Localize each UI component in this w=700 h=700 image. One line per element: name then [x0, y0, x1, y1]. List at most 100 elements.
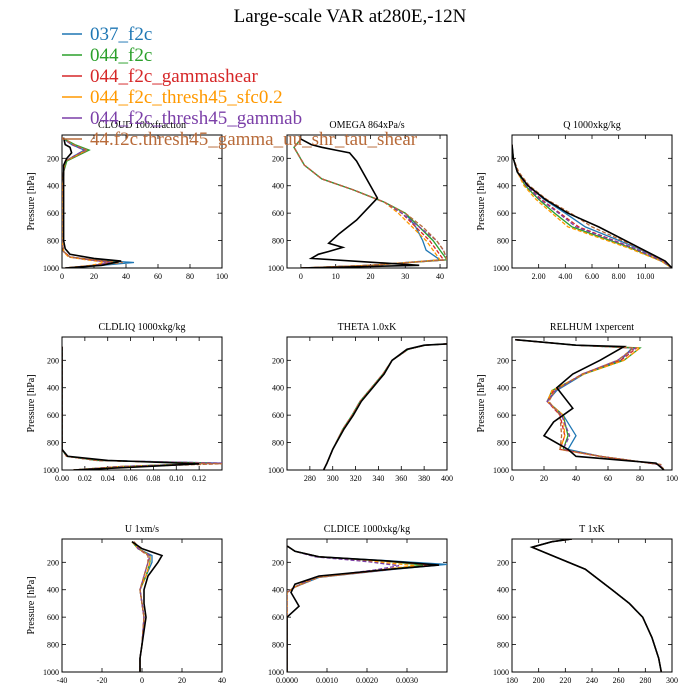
- x-tick-label: 0.10: [169, 474, 183, 483]
- series-line-obs: [512, 144, 672, 268]
- x-tick-label: 20: [90, 272, 98, 281]
- panel-5: THETA 1.0xK 200 400 600 800 1000 280 300 320 340 3…: [268, 322, 453, 483]
- series-line-044_f2c: [515, 339, 665, 470]
- x-tick-label: 40: [122, 272, 130, 281]
- series-line-44.f2c.thresh45_gamma_uu_shr_tau_shear: [323, 343, 447, 470]
- series-line-044_f2c_thresh45_sfc0.2: [323, 343, 447, 470]
- y-axis-label: Pressure [hPa]: [476, 374, 487, 432]
- x-tick-label: 40: [572, 474, 580, 483]
- panel-title: CLDICE 1000xkg/kg: [324, 524, 410, 535]
- plot-frame: [286, 134, 448, 269]
- panel-2: OMEGA 864xPa/s 200 400 600 800 1000 0 10 20 30 40: [268, 120, 448, 281]
- series-line-obs: [62, 137, 122, 268]
- x-tick-label: 240: [586, 676, 598, 685]
- series-line-044_f2c: [530, 539, 662, 672]
- x-tick-label: 0.0010: [316, 676, 338, 685]
- y-tick-label: 800: [47, 641, 59, 650]
- x-tick-label: 180: [506, 676, 518, 685]
- series-line-44.f2c.thresh45_gamma_uu_shr_tau_shear: [530, 539, 662, 672]
- x-tick-label: 0: [140, 676, 144, 685]
- legend-entry: 044_f2c_gammashear: [62, 66, 258, 87]
- series-line-44.f2c.thresh45_gamma_uu_shr_tau_shear: [293, 138, 447, 268]
- panel-title: U 1xm/s: [125, 524, 159, 535]
- series-line-044_f2c: [62, 137, 119, 268]
- x-tick-label: 300: [327, 474, 339, 483]
- series-line-obs: [322, 343, 447, 470]
- y-tick-label: 800: [47, 439, 59, 448]
- panel-title: CLOUD 100xfraction: [98, 120, 186, 131]
- y-tick-label: 600: [272, 411, 284, 420]
- x-tick-label: 280: [639, 676, 651, 685]
- panel-title: T 1xK: [579, 524, 605, 535]
- y-tick-label: 600: [497, 209, 509, 218]
- legend-label: 044_f2c: [90, 45, 152, 66]
- x-tick-label: 0.12: [192, 474, 206, 483]
- series-line-044_f2c_thresh45_gammab: [287, 545, 400, 672]
- y-tick-label: 600: [272, 613, 284, 622]
- x-tick-label: 0.0000: [276, 676, 298, 685]
- y-tick-label: 600: [272, 209, 284, 218]
- y-tick-label: 800: [272, 641, 284, 650]
- series-line-044_f2c_thresh45_sfc0.2: [131, 541, 151, 672]
- y-tick-label: 400: [47, 384, 59, 393]
- x-tick-label: 4.00: [558, 272, 572, 281]
- legend-entry: 44.f2c.thresh45_gamma_uu_shr_tau_shear: [62, 129, 418, 150]
- x-tick-label: 0.0020: [356, 676, 378, 685]
- series-line-044_f2c: [512, 144, 672, 268]
- y-tick-label: 800: [272, 439, 284, 448]
- series-line-44.f2c.thresh45_gamma_uu_shr_tau_shear: [287, 545, 436, 672]
- series-line-037_f2c: [293, 138, 442, 268]
- y-tick-label: 1000: [43, 668, 59, 677]
- legend-entry: 037_f2c: [62, 24, 152, 45]
- series-line-044_f2c_gammashear: [530, 539, 662, 672]
- y-tick-label: 200: [47, 558, 59, 567]
- panel-title: CLDLIQ 1000xkg/kg: [99, 322, 186, 333]
- series-line-044_f2c_thresh45_gammab: [293, 138, 447, 268]
- series-line-044_f2c_thresh45_sfc0.2: [515, 339, 665, 470]
- y-tick-label: 200: [497, 356, 509, 365]
- y-tick-label: 200: [272, 558, 284, 567]
- series-line-obs: [515, 338, 665, 470]
- series-line-044_f2c_thresh45_gammab: [512, 144, 672, 268]
- y-tick-label: 600: [47, 613, 59, 622]
- series-line-044_f2c: [62, 346, 211, 470]
- series-line-obs: [62, 346, 200, 470]
- y-tick-label: 1000: [43, 264, 59, 273]
- series-line-037_f2c: [530, 539, 662, 672]
- x-tick-label: 260: [613, 676, 625, 685]
- y-tick-label: 400: [497, 182, 509, 191]
- series-line-obs: [300, 138, 420, 268]
- y-tick-label: 600: [47, 411, 59, 420]
- x-tick-label: 380: [418, 474, 430, 483]
- x-tick-label: 0.06: [124, 474, 138, 483]
- x-tick-label: 340: [372, 474, 384, 483]
- series-line-037_f2c: [515, 339, 665, 470]
- y-tick-label: 800: [497, 237, 509, 246]
- y-tick-label: 200: [47, 154, 59, 163]
- x-tick-label: 0.04: [101, 474, 115, 483]
- y-axis-label: Pressure [hPa]: [26, 374, 37, 432]
- series-line-044_f2c_gammashear: [515, 339, 665, 470]
- x-tick-label: 0.02: [78, 474, 92, 483]
- y-tick-label: 1000: [268, 466, 284, 475]
- y-tick-label: 400: [272, 384, 284, 393]
- x-tick-label: 0: [299, 272, 303, 281]
- plot-frame: [511, 336, 673, 471]
- series-line-044_f2c_gammashear: [512, 144, 672, 268]
- x-tick-label: 0: [60, 272, 64, 281]
- x-tick-label: 20: [178, 676, 186, 685]
- x-tick-label: 360: [395, 474, 407, 483]
- x-tick-label: 2.00: [532, 272, 546, 281]
- series-line-037_f2c: [512, 144, 672, 268]
- y-tick-label: 1000: [268, 264, 284, 273]
- panel-4: CLDLIQ 1000xkg/kg Pressure [hPa] 200 400 600…: [26, 322, 223, 483]
- x-tick-label: 10.00: [636, 272, 654, 281]
- y-axis-label: Pressure [hPa]: [476, 172, 487, 230]
- panel-3: Q 1000xkg/kg Pressure [hPa] 200 400 600 800 10…: [476, 120, 673, 281]
- series-line-044_f2c_thresh45_gammab: [530, 539, 662, 672]
- legend-entry: 044_f2c: [62, 45, 152, 66]
